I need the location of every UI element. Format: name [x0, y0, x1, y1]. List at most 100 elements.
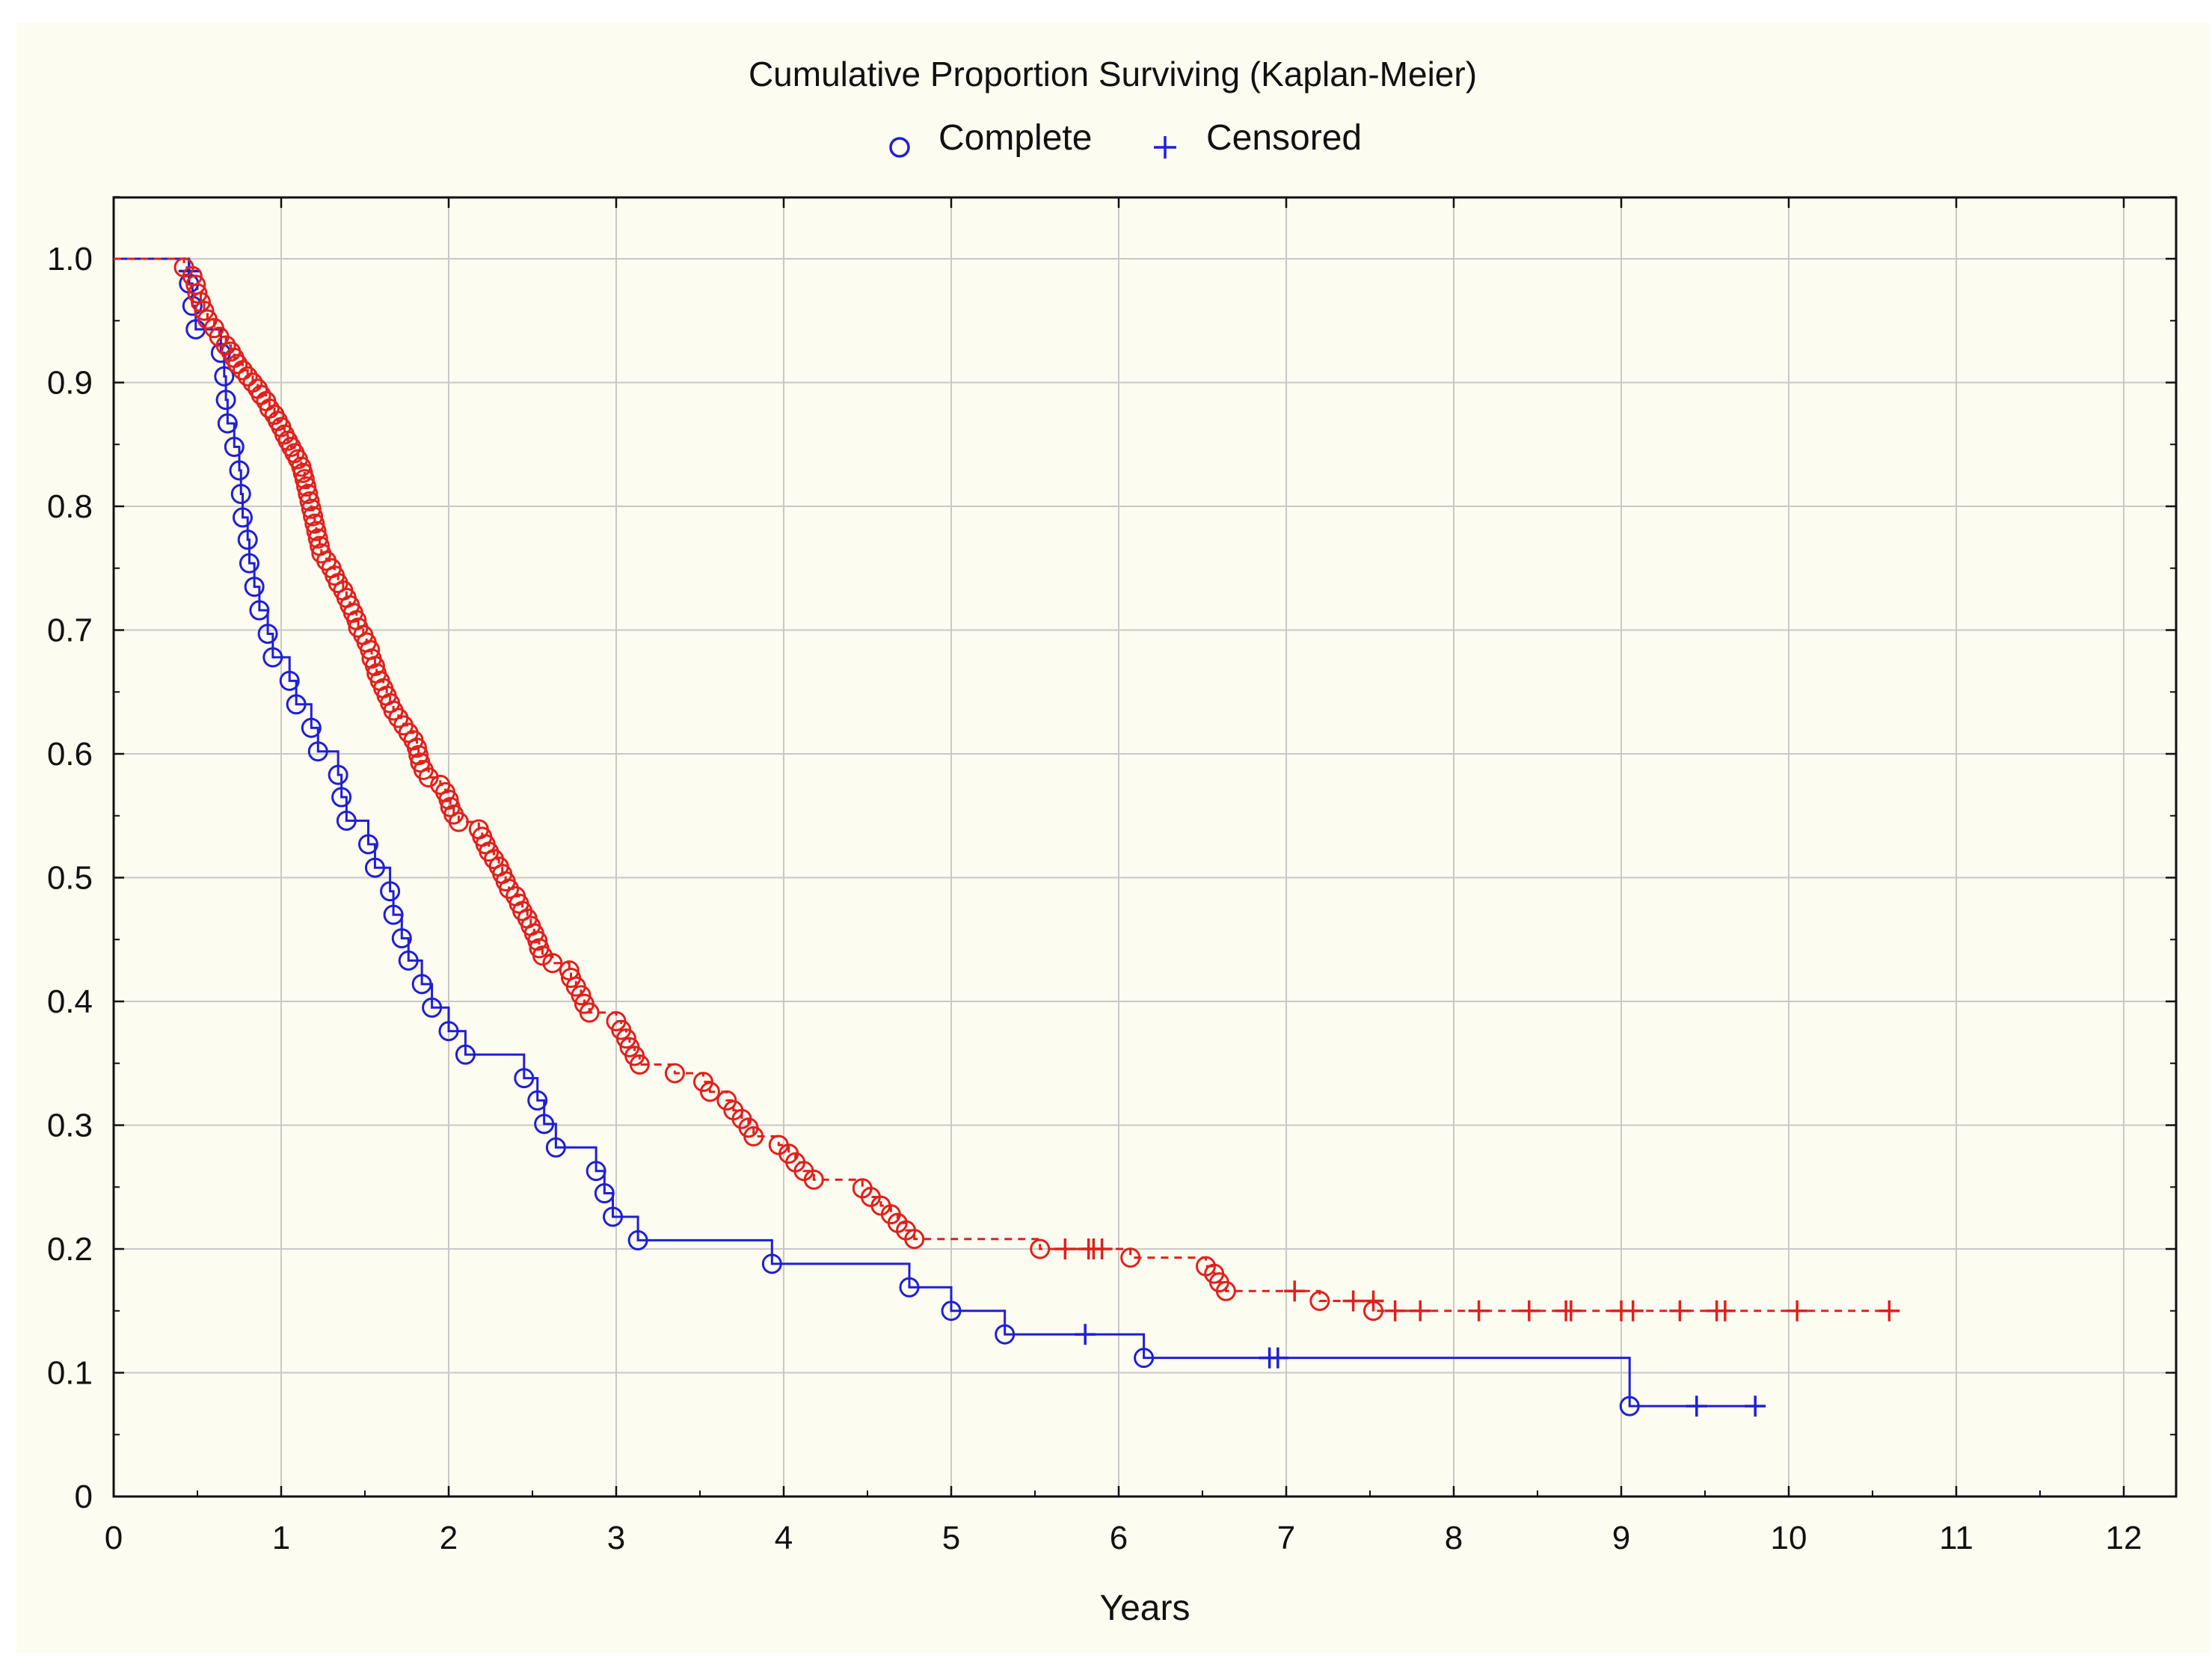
x-tick-label: 6: [1110, 1520, 1128, 1556]
group-red-censored-marker: [1518, 1300, 1540, 1321]
group-red-complete-marker: [299, 491, 320, 512]
group-blue-complete-marker: [217, 413, 238, 434]
group-red-complete-marker: [307, 528, 328, 549]
group-red-complete-marker: [304, 513, 325, 534]
x-tick-label: 1: [272, 1520, 290, 1556]
group-red-complete-marker: [232, 360, 253, 381]
group-blue-complete-marker: [357, 834, 378, 855]
group-blue-complete-marker: [398, 950, 419, 971]
group-blue-complete-marker: [328, 764, 348, 785]
group-blue-complete-marker: [380, 881, 401, 902]
group-red-complete-marker: [227, 354, 248, 375]
group-red-censored-marker: [1787, 1300, 1808, 1321]
x-axis-label: Years: [1100, 1588, 1191, 1628]
group-blue-complete-marker: [229, 460, 250, 481]
group-blue-complete-marker: [237, 529, 258, 550]
group-red-complete-marker: [532, 945, 553, 966]
group-red-censored-marker: [1091, 1238, 1113, 1259]
legend: Complete Censored: [889, 118, 1362, 159]
group-red-complete-marker: [743, 1126, 764, 1146]
group-blue-complete-marker: [422, 997, 443, 1018]
group-red-censored-marker: [1714, 1300, 1736, 1321]
chart-background: [16, 22, 2211, 1653]
group-red-censored-marker: [1362, 1290, 1384, 1312]
axis-ticks: [112, 196, 2176, 1498]
group-red-censored-marker: [1384, 1300, 1406, 1321]
group-blue-complete-marker: [761, 1253, 782, 1274]
group-red-complete-marker: [306, 521, 327, 541]
group-red-survival-curve: [114, 257, 1890, 1313]
x-axis-tick-labels: 0 1 2 3 4 5 6 7 8 9 10 11 12: [105, 1520, 2142, 1556]
group-blue-complete-marker: [899, 1277, 920, 1298]
group-blue-complete-marker: [239, 553, 259, 574]
group-red-censored-marker: [1054, 1238, 1076, 1259]
group-red-complete-marker: [579, 1002, 600, 1023]
x-tick-label: 0: [105, 1520, 123, 1556]
group-red-complete-marker: [406, 737, 427, 758]
x-tick-label: 8: [1445, 1520, 1463, 1556]
x-tick-label: 5: [942, 1520, 960, 1556]
x-tick-label: 3: [607, 1520, 625, 1556]
x-tick-label: 10: [1771, 1520, 1807, 1556]
legend-censored-marker: [1154, 136, 1176, 159]
group-red-complete-marker: [615, 1028, 636, 1049]
group-blue-complete-marker: [262, 647, 283, 668]
legend-censored-label: Censored: [1206, 118, 1362, 158]
group-blue-complete-marker: [286, 694, 307, 715]
plot-area-border: [112, 196, 2178, 1498]
y-tick-label: 0.6: [47, 736, 93, 773]
group-blue-complete-marker: [301, 717, 322, 738]
group-red-complete-marker: [1215, 1280, 1236, 1301]
y-tick-label: 0.8: [47, 488, 93, 525]
group-red-censored-marker: [1410, 1300, 1431, 1321]
group-blue-complete-marker: [941, 1301, 962, 1321]
group-red-censored-marker: [1669, 1300, 1691, 1321]
group-blue-complete-marker: [1134, 1348, 1155, 1369]
y-axis-tick-labels: 0 0.1 0.2 0.3 0.4 0.5 0.6 0.7 0.8 0.9 1.0: [47, 241, 93, 1515]
group-blue-complete-marker: [244, 577, 265, 598]
group-red-censored-marker: [1284, 1280, 1306, 1302]
group-red-complete-marker: [527, 930, 548, 951]
group-blue-complete-marker: [527, 1090, 548, 1111]
group-blue-complete-marker: [307, 741, 328, 762]
y-tick-label: 0.5: [47, 860, 93, 897]
group-blue-complete-marker: [514, 1068, 535, 1089]
x-tick-label: 11: [1939, 1520, 1973, 1556]
group-blue-survival-curve: [114, 257, 1756, 1408]
group-blue-complete-marker: [1619, 1396, 1640, 1416]
group-blue-complete-marker: [545, 1137, 566, 1158]
group-blue-complete-marker: [249, 600, 270, 621]
group-blue-complete-marker: [232, 507, 253, 528]
group-blue-complete-marker: [336, 810, 357, 831]
group-red-complete-marker: [187, 283, 208, 304]
group-red-complete-marker: [1309, 1291, 1330, 1312]
group-blue-complete-marker: [224, 437, 245, 458]
group-blue-complete-marker: [455, 1044, 476, 1065]
x-tick-label: 9: [1612, 1520, 1630, 1556]
group-red-complete-marker: [194, 301, 215, 322]
group-blue-complete-marker: [215, 390, 236, 411]
x-tick-label: 12: [2106, 1520, 2142, 1556]
group-red-complete-marker: [294, 469, 315, 490]
y-tick-label: 0.4: [47, 983, 93, 1020]
group-red-complete-marker: [190, 292, 211, 313]
group-red-complete-marker: [408, 745, 429, 766]
group-red-complete-marker: [904, 1229, 925, 1250]
group-red-complete-marker: [296, 476, 317, 497]
group-blue-complete-marker: [627, 1230, 648, 1250]
group-blue-complete-marker: [411, 974, 432, 995]
y-tick-label: 0.1: [47, 1355, 93, 1392]
group-red-complete-marker: [542, 953, 563, 974]
x-tick-label: 7: [1277, 1520, 1295, 1556]
group-blue-complete-marker: [438, 1021, 459, 1042]
group-blue-censored-marker: [1075, 1324, 1096, 1345]
grid: [114, 197, 2176, 1497]
group-red-complete-marker: [303, 506, 324, 527]
group-blue-complete-marker: [995, 1324, 1016, 1345]
group-blue-complete-marker: [594, 1183, 615, 1204]
group-blue-complete-marker: [603, 1206, 624, 1227]
group-red-complete-marker: [237, 366, 258, 387]
group-blue-censored-marker: [1267, 1347, 1288, 1369]
group-red-complete-marker: [298, 483, 319, 504]
y-tick-label: 0.3: [47, 1108, 93, 1144]
